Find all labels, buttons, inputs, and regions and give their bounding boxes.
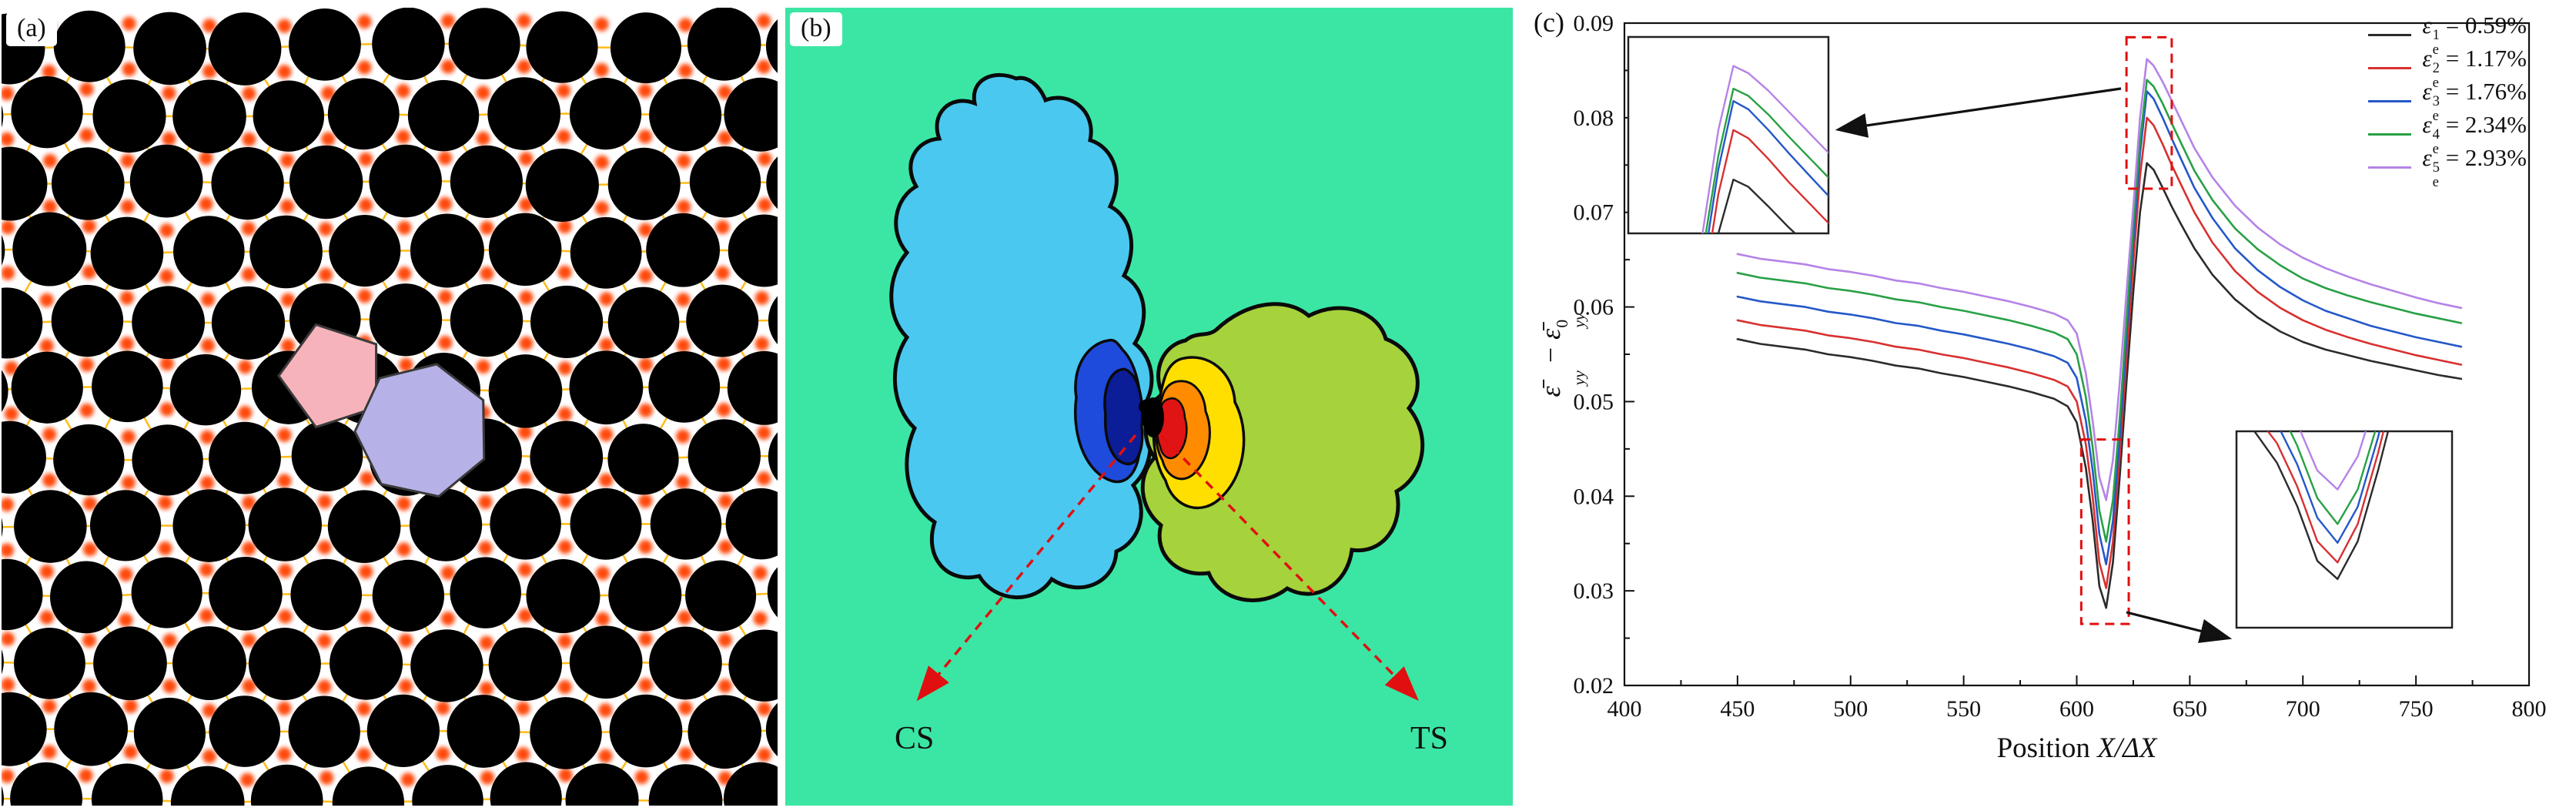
legend-line-sample — [2368, 66, 2412, 69]
svg-text:600: 600 — [2059, 696, 2094, 722]
svg-text:0.05: 0.05 — [1574, 389, 1614, 414]
svg-text:650: 650 — [2173, 696, 2207, 722]
svg-text:450: 450 — [1720, 696, 1755, 722]
svg-text:0.02: 0.02 — [1574, 673, 1614, 699]
series-line-1 — [1736, 162, 2463, 609]
svg-text:0.03: 0.03 — [1574, 578, 1614, 604]
lattice-image — [0, 7, 969, 811]
panel-a: (a) — [0, 7, 969, 811]
inset-curves-2 — [2253, 431, 2390, 580]
legend-line-sample — [2368, 132, 2412, 136]
legend-line-sample — [2368, 33, 2412, 36]
highlight-box-2 — [2079, 438, 2130, 625]
svg-text:800: 800 — [2512, 696, 2547, 722]
highlight-box-1 — [2125, 35, 2173, 190]
ts-arrow — [1159, 434, 1419, 702]
svg-text:550: 550 — [1946, 696, 1981, 722]
panel-b-label: (b) — [790, 12, 842, 46]
svg-text:0.04: 0.04 — [1574, 484, 1614, 509]
chart: 400 450 500 550 600 650 700 750 800 0.02 0.03 0.04 0… — [1574, 11, 2547, 722]
cs-label: CS — [895, 721, 934, 756]
y-axis-label: ε̄​yy−ε̄0yy — [1535, 313, 1588, 397]
svg-text:0.06: 0.06 — [1574, 295, 1614, 320]
tick-labels: 400 450 500 550 600 650 700 750 800 0.02 0.03 0.04 0… — [1574, 11, 2547, 722]
annotation-arrow-1 — [1835, 87, 2122, 138]
panel-c-label: (c) — [1534, 7, 1564, 38]
minus-sign: − — [1535, 347, 1566, 364]
svg-text:0.07: 0.07 — [1574, 200, 1614, 226]
heptagon-defect — [353, 363, 486, 498]
pentagon-defect — [277, 323, 378, 429]
cs-arrow — [916, 434, 1137, 702]
svg-text:500: 500 — [1833, 696, 1868, 722]
panel-b: CS TS (b) — [785, 8, 1513, 806]
svg-text:700: 700 — [2286, 696, 2320, 722]
legend-line-sample — [2368, 166, 2412, 169]
series-line-5 — [1736, 58, 2463, 501]
inset-box-1 — [1627, 35, 1830, 235]
legend-line-sample — [2368, 99, 2412, 102]
panel-c: 400 450 500 550 600 650 700 750 800 0.02 0.03 0.04 0… — [1532, 0, 2576, 811]
svg-text:750: 750 — [2399, 696, 2434, 722]
compression-lobe-outer — [889, 73, 1154, 599]
strain-field-image: CS TS — [785, 8, 1513, 806]
series-line-4 — [1736, 79, 2463, 543]
annotation-arrow-2 — [2126, 611, 2233, 643]
defect-center-dot — [1139, 400, 1153, 414]
svg-text:400: 400 — [1607, 696, 1642, 722]
panel-a-label: (a) — [6, 12, 57, 46]
ts-label: TS — [1410, 721, 1448, 756]
series-line-3 — [1736, 90, 2463, 566]
svg-text:0.08: 0.08 — [1574, 106, 1614, 131]
series-line-2 — [1736, 116, 2463, 589]
svg-text:0.09: 0.09 — [1574, 11, 1614, 36]
x-axis-label: Position X/ΔX — [1996, 732, 2157, 764]
